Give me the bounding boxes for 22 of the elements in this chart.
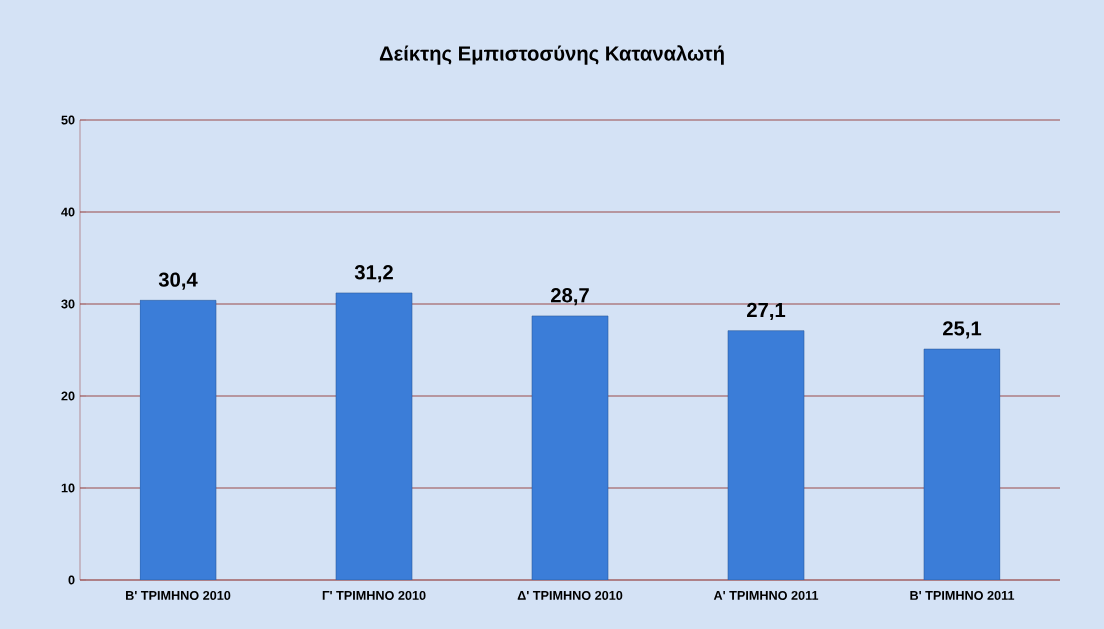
- y-tick-label: 0: [68, 575, 75, 585]
- data-label: 25,1: [943, 321, 982, 339]
- x-tick-label: Β' ΤΡΙΜΗΝΟ 2011: [910, 590, 1015, 600]
- y-tick-label: 20: [61, 391, 75, 401]
- bar: [531, 315, 609, 580]
- x-tick-label: Β' ΤΡΙΜΗΝΟ 2010: [126, 590, 231, 600]
- y-tick-label: 40: [61, 207, 75, 217]
- data-label: 30,4: [158, 272, 198, 290]
- x-tick-label: Α' ΤΡΙΜΗΝΟ 2011: [713, 590, 819, 600]
- bar: [139, 300, 217, 580]
- y-tick-label: 30: [61, 299, 75, 309]
- bar: [335, 292, 413, 580]
- chart-title: Δείκτης Εμπιστοσύνης Καταναλωτή: [379, 45, 724, 65]
- x-tick-label: Δ' ΤΡΙΜΗΝΟ 2010: [517, 590, 623, 600]
- bar: [727, 330, 805, 580]
- x-tick-label: Γ' ΤΡΙΜΗΝΟ 2010: [322, 590, 426, 600]
- y-tick-label: 50: [61, 115, 75, 125]
- data-label: 27,1: [747, 302, 786, 321]
- data-label: 28,7: [551, 288, 589, 306]
- y-tick-label: 10: [61, 483, 75, 493]
- bar: [923, 348, 1001, 580]
- data-label: 31,2: [354, 265, 393, 283]
